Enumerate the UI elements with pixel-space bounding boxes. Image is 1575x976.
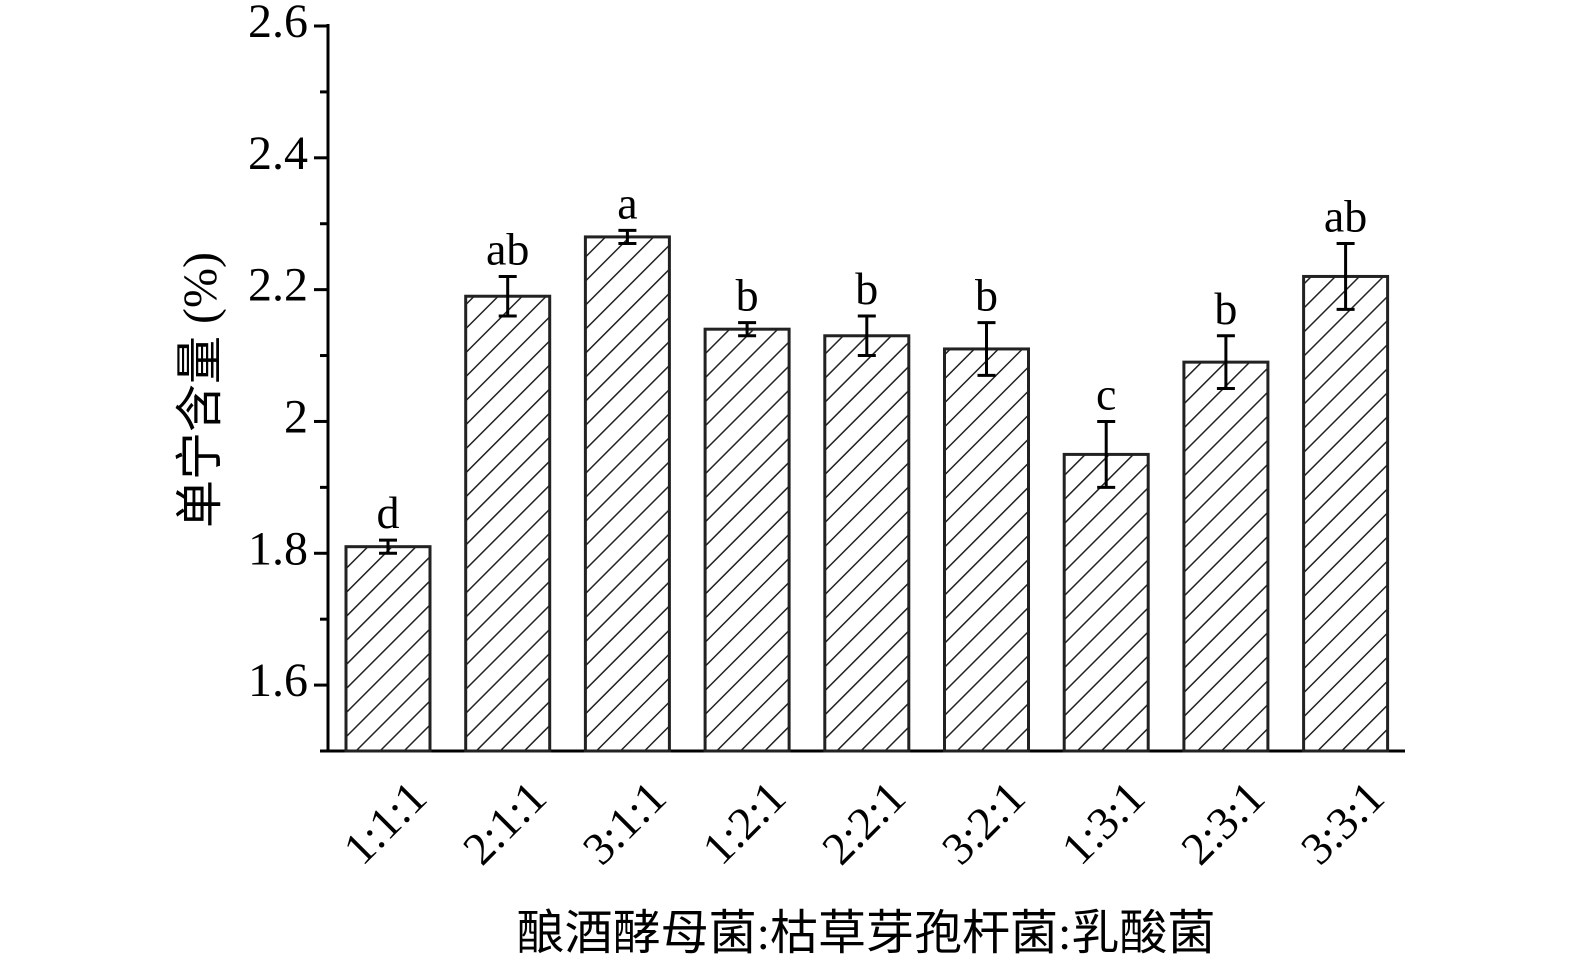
significance-label: b [1214,283,1237,334]
y-tick-label: 2 [284,390,308,443]
y-tick-label: 2.2 [248,259,308,312]
significance-label: d [377,487,400,538]
significance-label: ab [486,223,529,274]
bar [583,235,671,753]
error-bar [1336,242,1355,311]
x-tick-label: 1:1:1 [333,771,436,874]
bar [1302,274,1390,753]
x-tick-label: 3:3:1 [1291,771,1394,874]
bar [344,545,432,753]
x-tick-label: 1:2:1 [692,771,795,874]
error-bar [1097,419,1116,489]
error-bar [738,321,757,338]
bar [943,347,1030,753]
error-bar [977,321,996,377]
x-tick-label: 2:2:1 [812,771,915,874]
x-tick-label: 3:1:1 [573,771,676,874]
x-tick-label: 2:3:1 [1171,771,1274,874]
significance-label: b [855,263,878,314]
bar [703,327,791,753]
x-tick-label: 1:3:1 [1052,771,1155,874]
error-bar [379,538,397,555]
bar [1062,452,1150,753]
significance-label: b [975,270,998,321]
error-bar [618,228,637,245]
bar [823,334,911,753]
y-tick-label: 2.4 [248,127,308,180]
significance-label: ab [1324,191,1367,242]
y-axis-label: 单宁含量 (%) [174,252,227,528]
significance-label: b [736,270,759,321]
error-bar [857,314,876,358]
bar [1182,360,1270,753]
y-tick-label: 1.8 [248,522,308,575]
error-bar [498,274,517,318]
x-tick-label: 2:1:1 [453,771,556,874]
y-tick-label: 2.6 [248,0,308,48]
y-tick-label: 1.6 [248,654,308,707]
significance-label: c [1096,368,1116,419]
significance-label: a [617,177,637,228]
bar [464,294,552,753]
error-bar [1216,334,1235,390]
x-tick-label: 3:2:1 [932,771,1035,874]
x-axis-label: 酿酒酵母菌:枯草芽孢杆菌:乳酸菌 [517,907,1216,960]
